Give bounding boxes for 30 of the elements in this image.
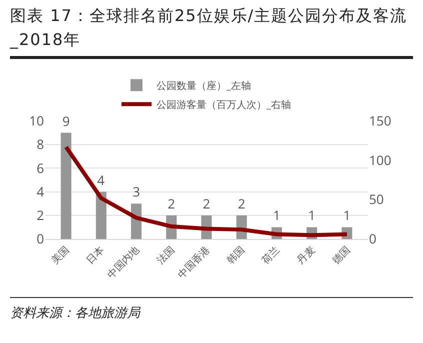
x-tick-label: 美国 bbox=[48, 242, 72, 267]
data-label: 2 bbox=[168, 194, 176, 212]
x-tick-label: 德国 bbox=[328, 242, 353, 267]
y2-tick-label: 50 bbox=[369, 190, 384, 208]
x-tick-label: 荷兰 bbox=[258, 242, 282, 267]
data-label: 1 bbox=[272, 206, 280, 224]
legend-label: 公园数量（座）_左轴 bbox=[156, 78, 251, 92]
data-label: 9 bbox=[62, 112, 70, 130]
data-label: 1 bbox=[343, 206, 351, 224]
x-tick-label: 韩国 bbox=[223, 242, 248, 267]
x-tick-label: 丹麦 bbox=[293, 242, 318, 267]
y2-tick-label: 100 bbox=[369, 150, 392, 169]
data-label: 1 bbox=[308, 206, 316, 224]
y2-tick-label: 150 bbox=[369, 112, 392, 130]
data-label: 2 bbox=[202, 194, 210, 212]
legend-label: 公园游客量（百万人次）_右轴 bbox=[156, 97, 291, 112]
y-tick-label: 6 bbox=[36, 158, 44, 177]
y-tick-label: 4 bbox=[36, 182, 45, 200]
text: 资料来源：各地旅游局 bbox=[10, 297, 413, 322]
y-tick-label: 8 bbox=[36, 135, 44, 154]
data-label: 4 bbox=[97, 170, 106, 189]
chart-title: 图表 17：全球排名前25位娱乐/主题公园分布及客流_2018年 bbox=[10, 4, 413, 59]
y-tick-label: 2 bbox=[36, 206, 44, 224]
data-label: 2 bbox=[238, 194, 246, 212]
data-label: 3 bbox=[132, 182, 140, 201]
line-series bbox=[64, 144, 349, 238]
y-tick-label: 0 bbox=[36, 230, 44, 248]
y2-tick-label: 0 bbox=[369, 230, 376, 248]
y-tick-label: 10 bbox=[29, 112, 44, 130]
bar bbox=[60, 132, 72, 239]
